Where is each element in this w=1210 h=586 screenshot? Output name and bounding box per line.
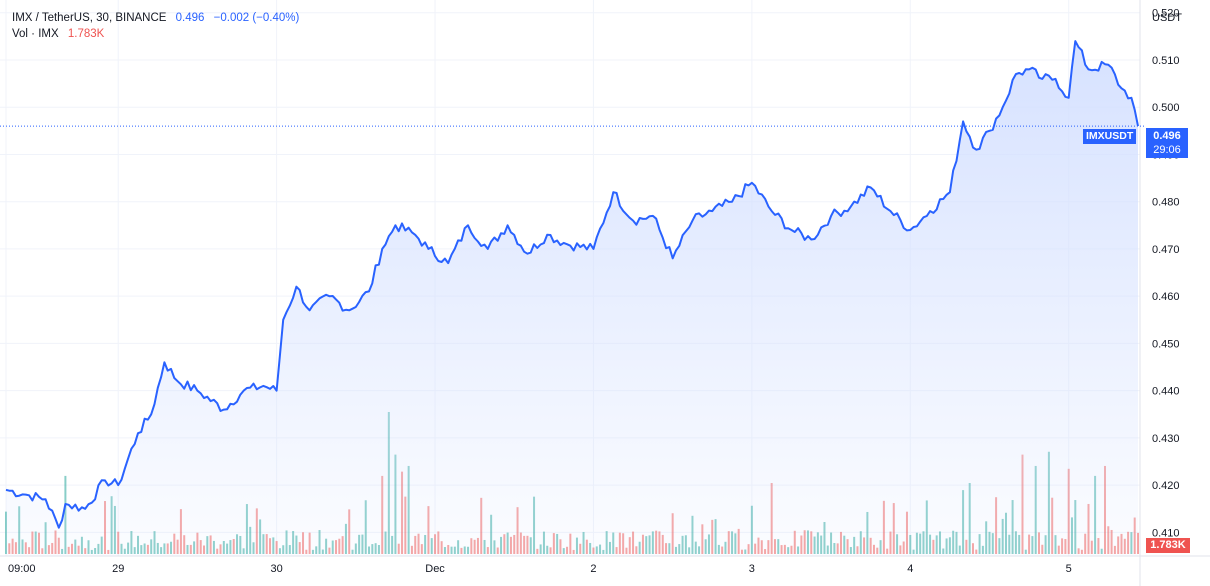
price-tick-label: 0.440	[1152, 386, 1180, 398]
legend-last-price: 0.496	[175, 12, 205, 24]
price-tick-label: 0.460	[1152, 291, 1180, 303]
last-price-badge-value: 0.496	[1153, 130, 1181, 142]
price-tick-label: 0.470	[1152, 244, 1180, 256]
time-tick-label: 29	[112, 563, 124, 575]
price-tick-label: 0.430	[1152, 433, 1180, 445]
price-tick-label: 0.520	[1152, 8, 1180, 20]
time-tick-label: 2	[590, 563, 596, 575]
legend-change: −0.002 (−0.40%)	[213, 12, 300, 24]
price-tick-label: 0.510	[1152, 55, 1180, 67]
symbol-badge: IMXUSDT	[1083, 129, 1137, 144]
legend-volume-value: 1.783K	[67, 28, 105, 40]
price-axis-unit: USDT	[1152, 12, 1182, 24]
time-tick-label: 5	[1066, 563, 1072, 575]
price-tick-label: 0.410	[1152, 527, 1180, 539]
time-tick-label: Dec	[425, 563, 445, 575]
time-tick-label: 3	[749, 563, 755, 575]
legend-volume-label: Vol · IMX	[12, 28, 59, 40]
bar-countdown: 29:06	[1153, 144, 1181, 156]
legend-row-price: IMX / TetherUS, 30, BINANCE 0.496 −0.002…	[12, 10, 299, 26]
volume-badge: 1.783K	[1146, 538, 1190, 553]
last-price-badge: 0.496 29:06	[1146, 128, 1188, 158]
price-line	[5, 40, 1139, 529]
chart-legend: IMX / TetherUS, 30, BINANCE 0.496 −0.002…	[12, 10, 299, 42]
price-area-fill	[6, 41, 1138, 557]
price-tick-label: 0.420	[1152, 480, 1180, 492]
legend-symbol: IMX / TetherUS, 30, BINANCE	[12, 12, 167, 24]
price-tick-label: 0.450	[1152, 338, 1180, 350]
time-tick-label: 4	[907, 563, 913, 575]
legend-row-volume: Vol · IMX 1.783K	[12, 26, 299, 42]
price-tick-label: 0.500	[1152, 102, 1180, 114]
price-tick-label: 0.480	[1152, 197, 1180, 209]
time-tick-label: 09:00	[8, 563, 36, 575]
time-tick-label: 30	[270, 563, 282, 575]
